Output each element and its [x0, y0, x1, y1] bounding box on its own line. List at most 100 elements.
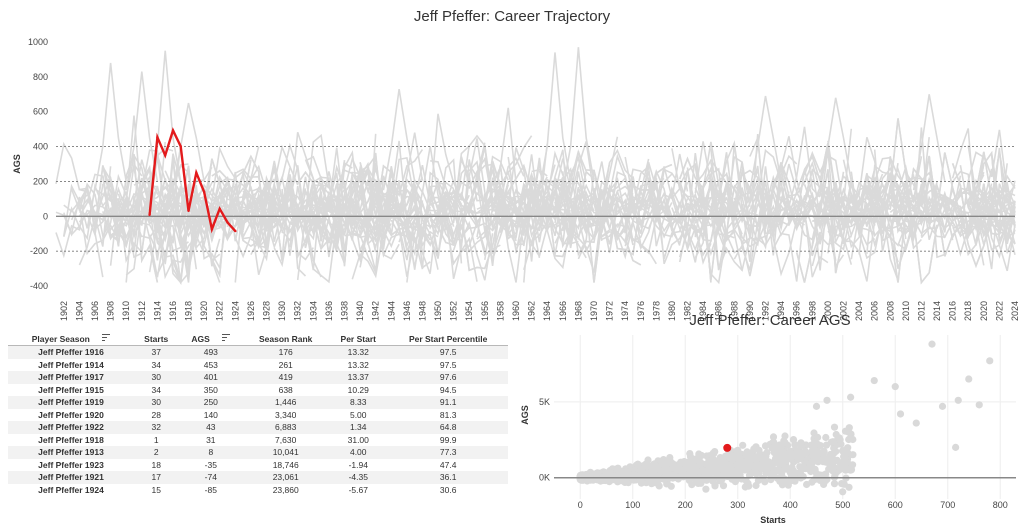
y-axis-label: AGS: [12, 154, 22, 174]
x-tick-label: 1982: [683, 301, 693, 321]
sort-icon[interactable]: [102, 334, 111, 341]
jeff-pfeffer-point[interactable]: [195, 171, 198, 174]
cell-per-start: 13.37: [328, 371, 389, 384]
table-row[interactable]: Jeff Pfeffer 1916 37 493 176 13.32 97.5: [8, 345, 508, 359]
background-trajectory: [430, 196, 486, 266]
table-row[interactable]: Jeff Pfeffer 1915 34 350 638 10.29 94.5: [8, 384, 508, 397]
cell-ags: 250: [178, 396, 244, 409]
background-point: [797, 442, 805, 450]
x-tick-label: 2000: [823, 301, 833, 321]
background-point: [954, 396, 962, 404]
x-tick-label: 300: [730, 500, 745, 510]
background-trajectory: [250, 142, 338, 258]
table-row[interactable]: Jeff Pfeffer 1917 30 401 419 13.37 97.6: [8, 371, 508, 384]
header-season-rank[interactable]: Season Rank: [243, 321, 329, 346]
background-point: [810, 429, 818, 437]
background-trajectory: [406, 195, 454, 230]
background-trajectory: [94, 165, 127, 229]
header-ags[interactable]: AGS: [178, 321, 244, 346]
table-row[interactable]: Jeff Pfeffer 1924 15 -85 23,860 -5.67 30.6: [8, 484, 508, 497]
background-point: [708, 463, 716, 471]
background-trajectory: [694, 193, 782, 228]
career-scatter-chart[interactable]: 5K 0K 0 100 200 300 400 500 600 700 800 Starts AGS: [516, 335, 1020, 531]
x-tick-label: 1996: [792, 301, 802, 321]
jeff-pfeffer-point[interactable]: [148, 213, 151, 217]
jeff-pfeffer-point[interactable]: [218, 207, 221, 210]
x-tick-label: 1912: [137, 301, 147, 321]
cell-ags: 350: [203, 384, 218, 395]
table-row[interactable]: Jeff Pfeffer 1919 30 250 1,446 8.33 91.1: [8, 396, 508, 409]
table-row[interactable]: Jeff Pfeffer 1922 32 43 6,883 1.34 64.8: [8, 421, 508, 434]
background-trajectory: [305, 155, 330, 189]
cell-starts: 18: [151, 459, 161, 470]
background-trajectory: [460, 181, 509, 216]
background-trajectory: [242, 168, 338, 233]
cell-player-season: Jeff Pfeffer 1918: [38, 434, 104, 445]
table-row[interactable]: Jeff Pfeffer 1913 2 8 10,041 4.00 77.3: [8, 446, 508, 459]
jeff-pfeffer-point[interactable]: [179, 145, 182, 148]
table-row[interactable]: Jeff Pfeffer 1921 17 -74 23,061 -4.35 36.1: [8, 471, 508, 484]
background-trajectory: [554, 170, 595, 245]
background-point: [770, 438, 778, 446]
background-point: [634, 460, 642, 468]
jeff-pfeffer-point[interactable]: [234, 229, 237, 233]
header-starts[interactable]: Starts: [134, 321, 179, 346]
jeff-pfeffer-point[interactable]: [723, 443, 732, 452]
cell-percentile: 64.8: [388, 421, 508, 434]
x-tick-label: 2002: [838, 301, 848, 321]
background-trajectory: [577, 208, 595, 227]
background-trajectory: [601, 163, 673, 256]
table-row[interactable]: Jeff Pfeffer 1914 34 453 261 13.32 97.5: [8, 359, 508, 372]
x-tick-label: 600: [888, 500, 903, 510]
x-tick-label: 1934: [308, 301, 318, 321]
jeff-pfeffer-point[interactable]: [226, 221, 229, 224]
background-point: [660, 475, 668, 483]
jeff-pfeffer-point[interactable]: [156, 136, 159, 139]
jeff-pfeffer-line[interactable]: [148, 127, 237, 234]
background-trajectory: [125, 71, 159, 191]
background-trajectory: [172, 183, 229, 285]
cell-per-start: -4.35: [328, 471, 389, 484]
jeff-pfeffer-point[interactable]: [210, 227, 214, 231]
jeff-pfeffer-point[interactable]: [163, 154, 167, 157]
background-point: [847, 393, 855, 401]
table-row[interactable]: Jeff Pfeffer 1923 18 -35 18,746 -1.94 47.4: [8, 459, 508, 472]
table-row[interactable]: Jeff Pfeffer 1920 28 140 3,340 5.00 81.3: [8, 409, 508, 422]
x-tick-label: 2024: [1010, 301, 1020, 321]
background-point: [789, 436, 798, 444]
header-player-season[interactable]: Player Season: [8, 321, 134, 346]
jeff-pfeffer-point[interactable]: [171, 129, 175, 132]
cell-per-start: 31.00: [347, 434, 369, 445]
background-trajectory: [429, 113, 470, 205]
background-trajectory: [179, 154, 268, 279]
cell-percentile: 30.6: [439, 484, 457, 495]
background-point: [754, 476, 762, 485]
header-percentile[interactable]: Per Start Percentile: [388, 321, 508, 346]
background-trajectory: [772, 149, 853, 282]
sort-icon[interactable]: [222, 334, 231, 341]
header-per-start[interactable]: Per Start: [328, 321, 389, 346]
cell-ags: 43: [178, 421, 244, 434]
jeff-pfeffer-point[interactable]: [202, 190, 206, 194]
background-point: [639, 469, 647, 477]
x-tick-label: 1988: [729, 301, 739, 321]
x-tick-label: 1992: [761, 301, 771, 321]
background-trajectory: [429, 181, 455, 273]
jeff-pfeffer-point[interactable]: [187, 209, 190, 213]
trajectory-chart-title: Jeff Pfeffer: Career Trajectory: [413, 8, 611, 25]
background-trajectory: [733, 190, 829, 260]
y-tick-label: -400: [30, 281, 48, 291]
x-tick-label: 1906: [90, 301, 100, 321]
cell-starts: 17: [134, 471, 179, 484]
background-point: [748, 462, 756, 470]
background-point: [783, 454, 791, 462]
background-point: [839, 488, 847, 496]
x-tick-label: 1954: [464, 301, 474, 321]
background-trajectory: [608, 153, 634, 201]
background-point: [702, 485, 710, 493]
background-trajectory: [944, 192, 1016, 228]
cell-starts: 30: [134, 396, 179, 409]
y-axis-label: AGS: [520, 405, 530, 425]
table-row[interactable]: Jeff Pfeffer 1918 1 31 7,630 31.00 99.9: [8, 434, 508, 447]
